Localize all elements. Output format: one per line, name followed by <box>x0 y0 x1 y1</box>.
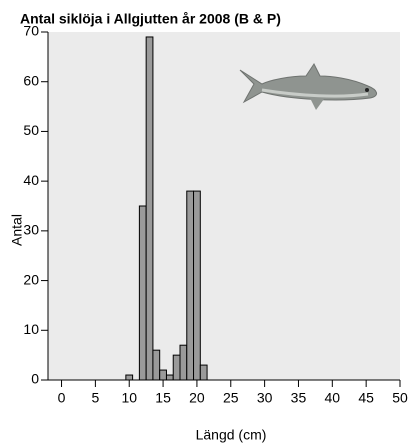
x-tick-label: 10 <box>121 390 137 406</box>
x-tick-label: 15 <box>155 390 171 406</box>
bar <box>125 374 134 381</box>
fish-illustration <box>239 63 377 110</box>
bar <box>199 364 208 381</box>
y-tick-label: 20 <box>23 271 39 287</box>
y-tick-label: 0 <box>31 371 39 387</box>
x-axis-label: Längd (cm) <box>196 427 267 443</box>
x-tick-label: 30 <box>257 390 273 406</box>
x-tick-label: 45 <box>358 390 374 406</box>
bar <box>165 374 174 381</box>
bar <box>159 369 167 381</box>
x-tick-label: 5 <box>91 390 99 406</box>
x-tick-label: 0 <box>58 390 66 406</box>
bar <box>152 349 161 381</box>
y-axis-label: Antal <box>9 214 25 246</box>
x-tick-label: 35 <box>291 390 307 406</box>
y-tick-label: 10 <box>23 321 39 337</box>
bar <box>186 190 195 381</box>
bar <box>138 205 147 381</box>
x-tick-label: 40 <box>325 390 341 406</box>
x-tick-label: 20 <box>189 390 205 406</box>
x-tick-label: 25 <box>223 390 239 406</box>
y-tick-label: 60 <box>23 72 39 88</box>
y-tick-label: 40 <box>23 172 39 188</box>
y-tick-label: 30 <box>23 222 39 238</box>
bar <box>193 190 201 381</box>
bar <box>145 36 154 381</box>
x-tick-label: 50 <box>392 390 408 406</box>
chart-title: Antal siklöja i Allgjutten år 2008 (B & … <box>20 11 281 27</box>
y-tick-label: 70 <box>23 23 39 39</box>
y-tick-label: 50 <box>23 122 39 138</box>
bar <box>172 354 181 381</box>
bar <box>179 344 188 381</box>
